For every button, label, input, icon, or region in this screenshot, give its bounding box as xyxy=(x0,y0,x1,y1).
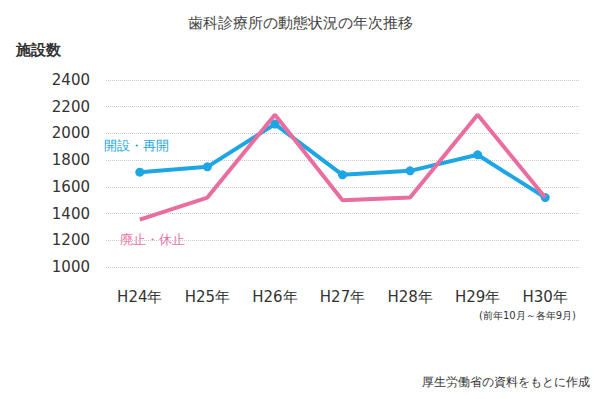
svg-text:2000: 2000 xyxy=(52,124,90,142)
svg-text:2400: 2400 xyxy=(52,71,90,89)
svg-text:1400: 1400 xyxy=(52,205,90,223)
svg-text:H25年: H25年 xyxy=(185,288,230,306)
svg-text:1200: 1200 xyxy=(52,231,90,249)
svg-text:H30年: H30年 xyxy=(523,288,568,306)
svg-text:厚生労働省の資料をもとに作成: 厚生労働省の資料をもとに作成 xyxy=(422,375,590,389)
svg-text:1800: 1800 xyxy=(52,151,90,169)
svg-text:1600: 1600 xyxy=(52,178,90,196)
svg-text:歯科診療所の動態状況の年次推移: 歯科診療所の動態状況の年次推移 xyxy=(188,14,413,32)
svg-text:施設数: 施設数 xyxy=(15,41,62,59)
svg-text:H29年: H29年 xyxy=(455,288,500,306)
svg-text:H26年: H26年 xyxy=(252,288,297,306)
svg-text:H24年: H24年 xyxy=(117,288,162,306)
svg-text:開設・再開: 開設・再開 xyxy=(104,138,169,153)
svg-text:2200: 2200 xyxy=(52,98,90,116)
svg-text:H27年: H27年 xyxy=(320,288,365,306)
svg-text:H28年: H28年 xyxy=(387,288,432,306)
svg-text:廃止・休止: 廃止・休止 xyxy=(120,232,185,247)
svg-text:1000: 1000 xyxy=(52,258,90,276)
svg-text:(前年10月～各年9月): (前年10月～各年9月) xyxy=(479,310,576,321)
